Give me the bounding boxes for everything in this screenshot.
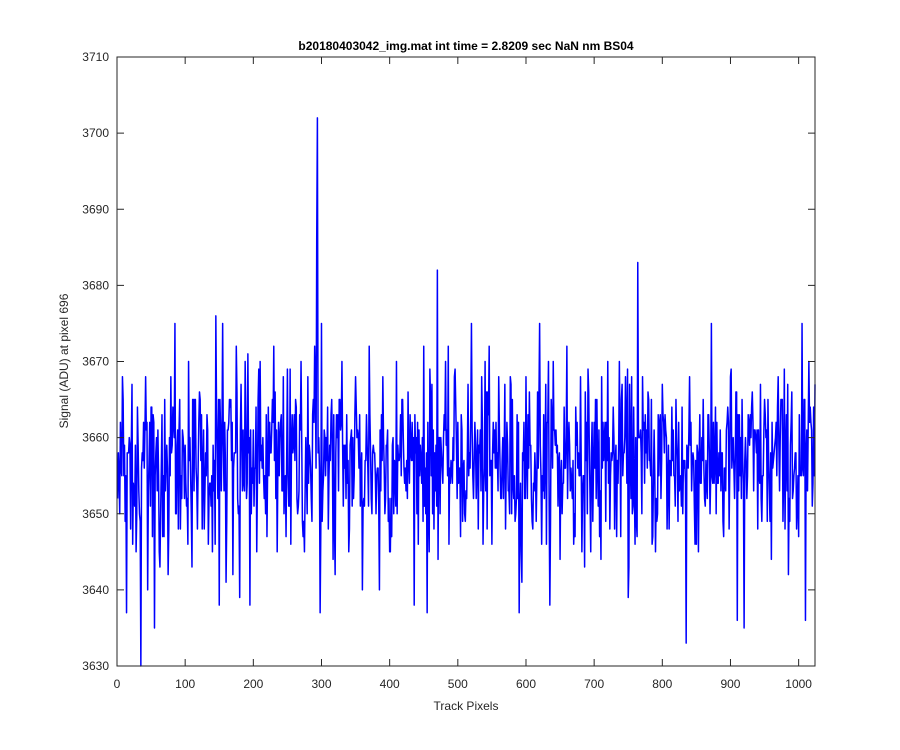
x-tick-label: 800 — [652, 677, 672, 691]
y-tick-label: 3670 — [82, 355, 109, 369]
chart-title: b20180403042_img.mat int time = 2.8209 s… — [298, 39, 634, 53]
y-axis-title: Signal (ADU) at pixel 696 — [57, 293, 71, 428]
x-tick-label: 400 — [380, 677, 400, 691]
x-tick-label: 200 — [243, 677, 263, 691]
y-tick-label: 3690 — [82, 202, 109, 216]
x-tick-label: 0 — [114, 677, 121, 691]
x-tick-label: 100 — [175, 677, 195, 691]
y-tick-label: 3710 — [82, 50, 109, 64]
x-tick-label: 700 — [584, 677, 604, 691]
x-tick-label: 1000 — [785, 677, 812, 691]
signal-series-line — [116, 117, 816, 667]
y-tick-label: 3650 — [82, 507, 109, 521]
y-tick-label: 3680 — [82, 278, 109, 292]
y-tick-label: 3660 — [82, 431, 109, 445]
y-tick-label: 3630 — [82, 659, 109, 673]
x-axis-ticks: 0 100 200 300 400 500 600 700 800 900 1000 — [114, 57, 812, 691]
y-tick-label: 3700 — [82, 126, 109, 140]
x-tick-label: 900 — [720, 677, 740, 691]
series-layer — [116, 117, 816, 667]
y-tick-label: 3640 — [82, 583, 109, 597]
x-axis-title: Track Pixels — [434, 699, 499, 713]
y-axis-ticks: 3630 3640 3650 3660 3670 3680 3690 3700 3710 — [82, 50, 815, 673]
x-tick-label: 500 — [448, 677, 468, 691]
x-tick-label: 600 — [516, 677, 536, 691]
x-tick-label: 300 — [311, 677, 331, 691]
